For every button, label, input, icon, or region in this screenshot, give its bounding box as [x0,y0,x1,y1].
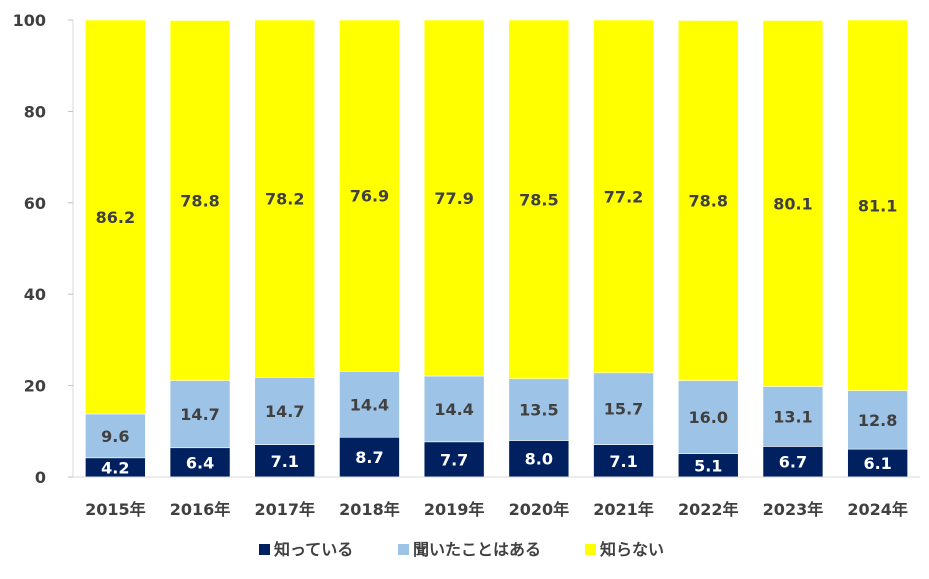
data-label: 9.6 [101,427,129,446]
data-label: 14.4 [434,400,473,419]
legend-label: 聞いたことはある [413,540,541,559]
bar-segment [762,386,824,447]
bar-segment [254,444,316,478]
x-tick-label: 2024年 [847,500,908,519]
data-label: 77.2 [604,187,643,206]
y-tick-label: 80 [24,102,46,121]
x-tick-label: 2022年 [678,500,739,519]
x-tick-label: 2015年 [85,500,146,519]
bar-segment [847,390,908,450]
y-tick-label: 100 [13,11,46,30]
legend-label: 知っている [274,540,353,559]
bar-segment [508,19,570,380]
y-tick-label: 0 [35,468,46,487]
bar-segment [169,380,231,449]
x-tick-label: 2016年 [170,500,231,519]
bar-segment [762,20,824,387]
bar-segment [339,19,400,372]
bar-segment [169,20,231,381]
value-labels: 4.2 9.6 86.2 6.4 14.7 78.8 7.1 14.7 78.2 8.7 14.4 7… [96,187,898,478]
legend-swatch [585,544,596,555]
bar-segment [254,377,316,445]
bar-segment [339,371,400,438]
bar-segment [593,19,654,374]
legend-swatch [398,544,409,555]
bar-segment [593,372,654,445]
bar-segment [677,380,739,454]
bar-segment [85,19,146,415]
data-label: 8.0 [525,450,553,469]
data-label: 5.1 [694,456,722,475]
x-tick-label: 2023年 [763,500,824,519]
bar-segment [423,19,485,377]
data-label: 13.1 [773,407,812,426]
data-label: 15.7 [604,400,643,419]
legend-label: 知らない [600,540,664,559]
bar-segment [762,446,824,478]
bar-segment [508,378,570,441]
data-label: 6.4 [186,453,214,472]
y-axis: 0 20 40 60 80 100 [13,11,74,487]
data-label: 78.5 [519,190,558,209]
data-label: 6.1 [863,454,891,473]
x-tick-label: 2021年 [593,500,654,519]
bars [85,19,908,478]
x-tick-label: 2018年 [339,500,400,519]
bar-segment [847,19,908,391]
data-label: 81.1 [858,196,897,215]
data-label: 16.0 [689,408,728,427]
data-label: 78.2 [265,190,304,209]
data-label: 76.9 [350,187,389,206]
data-label: 8.7 [355,448,383,467]
data-label: 77.9 [434,189,473,208]
bar-segment [423,441,485,478]
data-label: 13.5 [519,401,558,420]
bar-segment [339,436,400,478]
bar-segment [423,375,485,443]
data-label: 14.7 [265,402,304,421]
y-tick-label: 60 [24,194,46,213]
bar-segment [847,448,908,478]
bar-segment [254,19,316,378]
y-tick-label: 40 [24,285,46,304]
data-label: 14.7 [180,405,219,424]
data-label: 86.2 [96,208,135,227]
legend: 知っている 聞いたことはある 知らない [259,540,664,559]
x-tick-label: 2020年 [509,500,570,519]
data-label: 7.1 [271,452,299,471]
data-label: 4.2 [101,458,129,477]
data-label: 12.8 [858,411,897,430]
data-label: 7.7 [440,450,468,469]
x-axis: 2015年 2016年 2017年 2018年 2019年 2020年 2021年 2022年… [73,476,920,519]
bar-segment [677,20,739,381]
x-tick-label: 2019年 [424,500,485,519]
data-label: 14.4 [350,395,389,414]
legend-swatch [259,544,270,555]
y-tick-label: 20 [24,377,46,396]
data-label: 80.1 [773,194,812,213]
data-label: 6.7 [779,453,807,472]
x-tick-label: 2017年 [254,500,315,519]
data-label: 78.8 [689,192,728,211]
data-label: 7.1 [609,452,637,471]
data-label: 78.8 [180,192,219,211]
